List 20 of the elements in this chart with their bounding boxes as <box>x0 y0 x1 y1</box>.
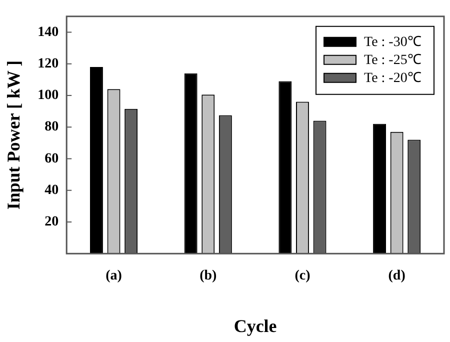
legend-label: Te : -30℃ <box>364 35 422 50</box>
bar <box>90 67 103 254</box>
y-tick-label: 60 <box>44 151 59 166</box>
x-tick-label: (b) <box>200 268 218 284</box>
y-tick-label: 80 <box>44 120 59 135</box>
y-tick-label: 140 <box>38 24 59 40</box>
y-axis-title: Input Power [ kW ] <box>3 60 24 210</box>
x-tick-label: (d) <box>388 268 406 284</box>
legend-label: Te : -20℃ <box>364 71 422 86</box>
bar <box>278 81 292 254</box>
x-tick-label: (a) <box>106 268 122 284</box>
legend-label: Te : -25℃ <box>364 53 422 68</box>
x-axis-title: Cycle <box>234 316 277 336</box>
y-tick-label: 120 <box>38 56 59 72</box>
bar <box>373 124 386 254</box>
y-tick-label: 100 <box>38 88 59 104</box>
x-tick-label: (c) <box>294 268 311 284</box>
y-tick-label: 40 <box>44 182 59 198</box>
y-tick-label: 20 <box>44 214 59 230</box>
bar <box>184 73 198 254</box>
